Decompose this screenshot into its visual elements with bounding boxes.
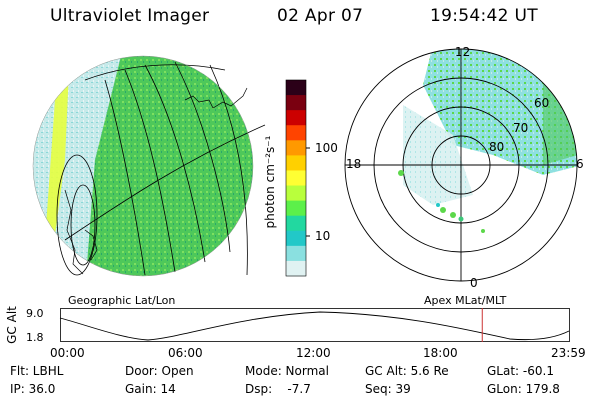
colorbar-band [286, 155, 306, 171]
instrument-title: Ultraviolet Imager [50, 6, 210, 26]
timeline-ytick-low: 1.8 [26, 331, 44, 344]
info-glat: GLat: -60.1 [487, 364, 554, 378]
colorbar-band [286, 200, 306, 217]
timeline-xtick-0000: 00:00 [50, 346, 85, 360]
colorbar-band [286, 185, 306, 202]
apex-panel-label: Apex MLat/MLT [424, 294, 507, 307]
polar-grid [344, 48, 578, 282]
timeline-ytick-high: 9.0 [26, 307, 44, 320]
timeline-xtick-1200: 12:00 [296, 346, 331, 360]
altitude-timeline [59, 308, 570, 342]
colorbar-tick-10: 10 [315, 229, 331, 243]
colorbar-band [286, 260, 306, 277]
graticule [56, 61, 266, 276]
info-filter: Flt: LBHL [10, 364, 64, 378]
info-mode: Mode: Normal [245, 364, 329, 378]
mlat-label-80: 80 [489, 140, 505, 154]
colorbar-band [286, 80, 306, 96]
mlt-label-12: 12 [455, 45, 471, 59]
colorbar-band [286, 245, 306, 262]
colorbar-band [286, 230, 306, 247]
colorbar-tick-100: 100 [315, 141, 338, 155]
colorbar-band [286, 125, 306, 141]
colorbar-band [286, 215, 306, 232]
globe-disk [33, 56, 253, 276]
geographic-panel-label: Geographic Lat/Lon [68, 294, 176, 307]
polar-spots [398, 170, 485, 233]
mlt-label-0: 0 [470, 276, 478, 290]
colorbar-band [286, 170, 306, 187]
colorbar [285, 79, 310, 277]
info-gain: Gain: 14 [125, 382, 176, 396]
info-ip: IP: 36.0 [10, 382, 56, 396]
altitude-curve [59, 311, 570, 341]
colorbar-band [286, 110, 306, 126]
info-door: Door: Open [125, 364, 194, 378]
mlat-label-60: 60 [534, 96, 550, 110]
coastlines [64, 87, 248, 275]
time-label: 19:54:42 UT [430, 6, 538, 26]
colorbar-unit-label: photon cm⁻²s⁻¹ [263, 135, 277, 229]
geographic-image [32, 55, 266, 277]
colorbar-band [286, 95, 306, 111]
polar-plot [344, 48, 578, 282]
timeline-axis-label: GC Alt [5, 306, 19, 344]
info-seq: Seq: 39 [365, 382, 411, 396]
timeline-xtick-0600: 06:00 [168, 346, 203, 360]
mlt-label-6: 6 [576, 157, 584, 171]
date-label: 02 Apr 07 [277, 6, 364, 26]
mlat-label-70: 70 [513, 121, 529, 135]
timeline-xtick-2359: 23:59 [551, 346, 586, 360]
info-glon: GLon: 179.8 [487, 382, 560, 396]
info-gc-alt: GC Alt: 5.6 Re [365, 364, 449, 378]
info-dsp: Dsp: -7.7 [245, 382, 311, 396]
timeline-xtick-1800: 18:00 [423, 346, 458, 360]
colorbar-band [286, 140, 306, 156]
mlt-label-18: 18 [346, 157, 362, 171]
